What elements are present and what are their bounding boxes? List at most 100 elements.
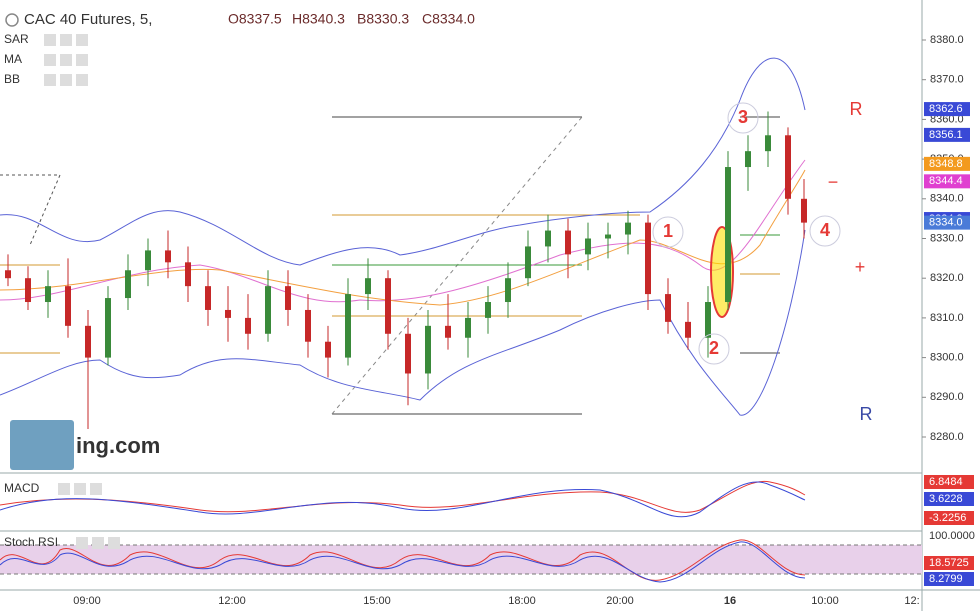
time-label: 20:00 [606,595,634,607]
value-label: 100.0000 [929,530,975,542]
indicator-button[interactable] [76,54,88,66]
value-label: 18.5725 [929,557,969,569]
indicator-button[interactable] [76,34,88,46]
candle-body [85,325,91,358]
value-label: 8.2799 [929,573,963,585]
annotation: R [860,404,873,424]
value-label: 6.8484 [929,476,963,488]
value-label-box [924,492,974,506]
price-label: 8344.4 [929,175,963,187]
price-label-box [924,102,970,117]
candle-body [445,325,451,338]
symbol[interactable]: CAC 40 Futures, 5, [24,11,152,28]
ohlc-open: O8337.5 [228,11,282,27]
price-label-box [924,156,970,171]
candle-body [285,286,291,310]
ohlc-high: H8340.3 [292,11,345,27]
time-label: 12: [904,595,919,607]
indicator-button[interactable] [92,537,104,549]
wave-label: 3 [738,107,748,127]
value-label-box [924,511,974,525]
candle-body [265,286,271,334]
price-label-box [924,174,970,189]
candle-body [125,270,131,299]
logo: ing.com [10,420,160,470]
value-label: 3.6228 [929,493,963,505]
price-label: 8362.6 [929,103,963,115]
value-label-box [924,556,974,570]
indicator-button[interactable] [108,537,120,549]
annotation: − [828,172,839,192]
indicator-button[interactable] [60,34,72,46]
indicator-label[interactable]: BB [4,72,20,86]
stoch-band [0,545,922,574]
indicator-button[interactable] [76,537,88,549]
ohlc-close: C8334.0 [422,11,475,27]
header: CAC 40 Futures, 5, O8337.5 H8340.3 B8330… [5,11,475,28]
wave-circle [727,102,759,134]
bollinger-upper [0,57,806,266]
stoch-label[interactable]: Stoch RSI [4,535,58,549]
indicator-button[interactable] [44,54,56,66]
price-tick-label: 8320.0 [930,272,964,284]
candle-body [205,286,211,310]
price-tick-label: 8340.0 [930,193,964,205]
moving-average [0,159,806,303]
candle-body [345,294,351,358]
macd-label[interactable]: MACD [4,481,40,495]
candle-body [745,151,751,168]
candle-body [605,234,611,239]
macd-line [0,481,806,518]
candle-body [645,222,651,295]
indicator-button[interactable] [60,54,72,66]
indicator-button[interactable] [58,483,70,495]
indicator-button[interactable] [60,74,72,86]
time-label: 15:00 [363,595,391,607]
annotation: + [855,257,866,277]
candle-body [625,222,631,235]
price-tick-label: 8330.0 [930,232,964,244]
indicator-button[interactable] [44,34,56,46]
candle-body [545,230,551,247]
value-label-box [924,529,974,543]
price-tick-label: 8370.0 [930,74,964,86]
wave-circle [698,333,730,365]
candle-body [245,317,251,334]
candle-body [505,278,511,303]
price-tick-label: 8290.0 [930,391,964,403]
wave-circle [652,216,684,248]
wave-circle [809,215,841,247]
indicator-label[interactable]: MA [4,52,22,66]
indicator-label[interactable]: SAR [4,32,29,46]
candle-body [705,302,711,338]
candle-body [405,333,411,374]
indicator-button[interactable] [76,74,88,86]
price-tick-label: 8280.0 [930,431,964,443]
indicator-button[interactable] [44,74,56,86]
candle-body [25,278,31,303]
indicator-button[interactable] [74,483,86,495]
oscillators [0,480,806,583]
time-label: 12:00 [218,595,246,607]
bollinger-lower [0,229,806,416]
candle-body [165,250,171,263]
candle-body [485,302,491,318]
price-tick-label: 8300.0 [930,352,964,364]
candle-body [185,262,191,287]
price-label: 8356.1 [929,129,963,141]
value-label: -3.2256 [929,512,966,524]
stoch-k [0,539,806,581]
candle-body [425,325,431,374]
price-tick-label: 8360.0 [930,113,964,125]
candle-body [665,294,671,322]
wave-label: 2 [709,338,719,358]
candle-body [525,246,531,279]
time-label: 16 [724,595,736,607]
indicator-button[interactable] [90,483,102,495]
price-tick-label: 8310.0 [930,312,964,324]
candle-body [801,198,807,223]
symbol-icon[interactable] [5,13,19,27]
candle-body [365,278,371,295]
value-label-box [924,572,974,586]
